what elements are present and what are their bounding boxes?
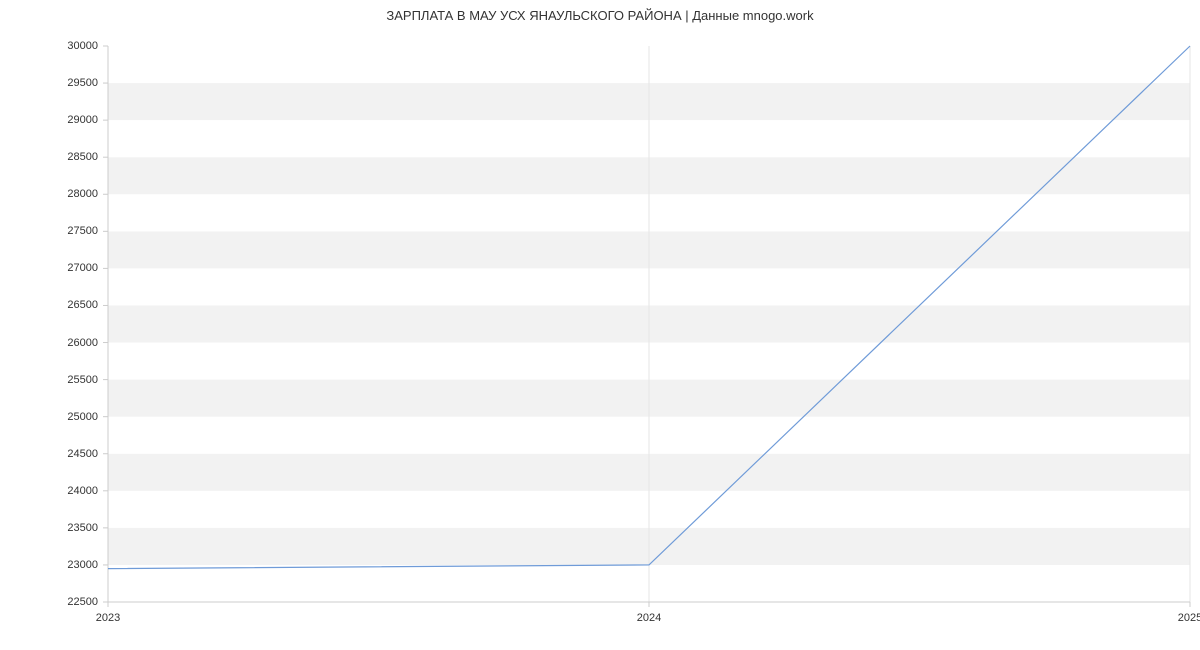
chart-svg	[0, 0, 1200, 650]
y-tick-label: 28500	[0, 151, 98, 163]
y-tick-label: 29000	[0, 114, 98, 126]
y-tick-label: 27500	[0, 225, 98, 237]
y-tick-label: 23500	[0, 522, 98, 534]
y-tick-label: 28000	[0, 188, 98, 200]
y-tick-label: 29500	[0, 77, 98, 89]
x-tick-label: 2024	[637, 612, 661, 624]
y-tick-label: 23000	[0, 559, 98, 571]
y-tick-label: 25500	[0, 374, 98, 386]
y-tick-label: 27000	[0, 262, 98, 274]
y-tick-label: 26000	[0, 337, 98, 349]
y-tick-label: 26500	[0, 299, 98, 311]
y-tick-label: 24500	[0, 448, 98, 460]
y-tick-label: 25000	[0, 411, 98, 423]
y-tick-label: 30000	[0, 40, 98, 52]
x-tick-label: 2025	[1178, 612, 1200, 624]
y-tick-label: 24000	[0, 485, 98, 497]
x-tick-label: 2023	[96, 612, 120, 624]
y-tick-label: 22500	[0, 596, 98, 608]
chart-container: ЗАРПЛАТА В МАУ УСХ ЯНАУЛЬСКОГО РАЙОНА | …	[0, 0, 1200, 650]
